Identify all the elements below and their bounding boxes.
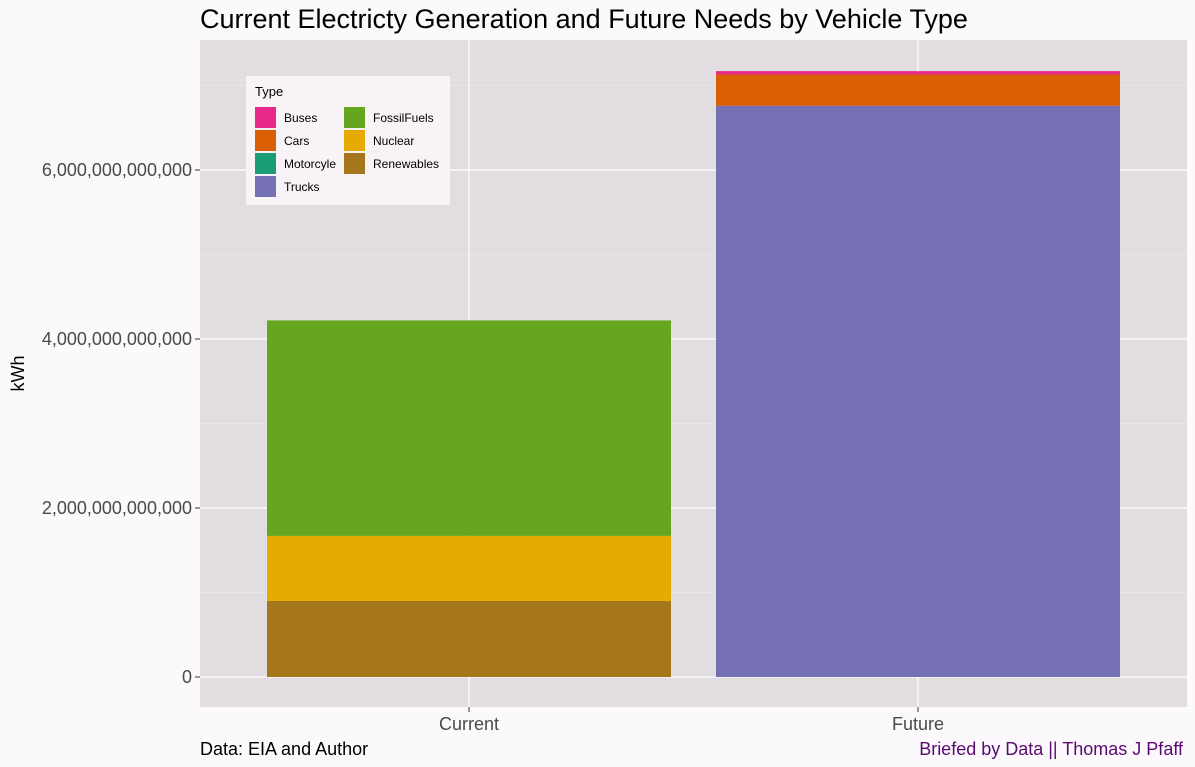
legend-label-cars: Cars bbox=[284, 134, 309, 148]
legend-key-cars bbox=[255, 130, 276, 151]
bar-segment-buses-future bbox=[716, 71, 1120, 75]
legend-key-motorcyle bbox=[255, 153, 276, 174]
legend-key-buses bbox=[255, 107, 276, 128]
y-axis-title: kWh bbox=[8, 356, 28, 392]
credit-caption: Briefed by Data || Thomas J Pfaff bbox=[919, 739, 1183, 759]
legend-key-fossilfuels bbox=[344, 107, 365, 128]
legend-label-trucks: Trucks bbox=[284, 180, 320, 194]
y-tick-label: 6,000,000,000,000 bbox=[42, 160, 192, 180]
source-caption: Data: EIA and Author bbox=[200, 739, 369, 759]
bar-segment-fossilfuels-current bbox=[267, 320, 671, 536]
legend-label-nuclear: Nuclear bbox=[373, 134, 414, 148]
bar-segment-renewables-current bbox=[267, 600, 671, 677]
bars bbox=[267, 71, 1120, 677]
y-tick-label: 4,000,000,000,000 bbox=[42, 329, 192, 349]
legend-key-trucks bbox=[255, 176, 276, 197]
y-tick-label: 2,000,000,000,000 bbox=[42, 498, 192, 518]
chart-title: Current Electricty Generation and Future… bbox=[200, 4, 968, 34]
bar-segment-trucks-future bbox=[716, 105, 1120, 677]
y-tick-label: 0 bbox=[182, 667, 192, 687]
legend-label-buses: Buses bbox=[284, 111, 317, 125]
legend-key-renewables bbox=[344, 153, 365, 174]
x-axis: Current Future bbox=[439, 707, 944, 734]
legend-label-motorcyle: Motorcyle bbox=[284, 157, 336, 171]
legend-key-nuclear bbox=[344, 130, 365, 151]
bar-segment-nuclear-current bbox=[267, 535, 671, 601]
bar-segment-cars-future bbox=[716, 74, 1120, 106]
legend-title: Type bbox=[255, 84, 283, 99]
x-tick-label: Current bbox=[439, 714, 499, 734]
y-axis: 0 2,000,000,000,000 4,000,000,000,000 6,000… bbox=[42, 160, 200, 687]
x-tick-label: Future bbox=[892, 714, 944, 734]
legend-label-renewables: Renewables bbox=[373, 157, 439, 171]
legend-label-fossilfuels: FossilFuels bbox=[373, 111, 434, 125]
